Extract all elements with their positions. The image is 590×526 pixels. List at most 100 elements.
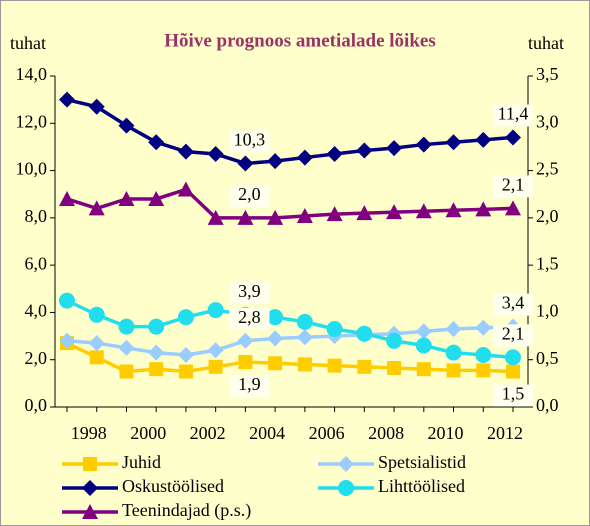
data-point [237,209,254,225]
data-point [415,203,432,219]
data-label: 10,3 [234,130,266,150]
data-point [237,332,254,349]
legend-label: Spetsialistid [378,452,466,472]
x-tick-label: 2006 [309,423,345,443]
data-label-bg [493,324,533,347]
data-point [475,346,492,363]
data-label: 3,9 [238,281,261,301]
legend-marker [82,504,98,519]
data-point [238,355,253,370]
data-point [356,205,373,221]
series-line [66,187,514,220]
data-point [415,323,432,340]
data-point [89,350,104,365]
data-point [445,320,462,337]
data-point [445,344,462,361]
data-point [386,204,403,220]
data-point [386,140,403,157]
data-point [356,325,373,342]
data-point [415,136,432,153]
data-point [326,320,343,337]
data-label: 2,1 [502,323,525,343]
series-line [66,324,514,357]
data-label-bg [229,375,270,398]
data-label-bg [493,384,533,407]
data-point [326,206,343,222]
legend-marker [338,456,354,472]
data-point [327,358,342,373]
x-tick-label: 2002 [190,423,226,443]
data-point [326,146,343,163]
x-tick-label: 2004 [249,423,285,443]
data-label-bg [229,281,270,304]
legend-marker [82,480,98,496]
data-label-bg [493,175,533,198]
data-label: 2,1 [502,175,525,195]
data-point [119,364,134,379]
data-point [149,362,164,377]
data-point [178,364,193,379]
y-tick-label: 8,0 [25,206,48,226]
data-point [357,359,372,374]
legend-label: Juhid [122,452,161,472]
y-tick-label: 10,0 [16,159,48,179]
data-point [415,337,432,354]
legend-label: Teenindajad (p.s.) [122,500,251,521]
data-point [177,309,194,326]
y2-tick-label: 0,5 [536,348,559,368]
data-label: 11,4 [498,104,529,124]
data-point [446,363,461,378]
data-label-bg [493,104,533,127]
y2-tick-label: 1,5 [536,253,559,273]
data-point [445,134,462,151]
data-point [268,356,283,371]
data-point [476,363,491,378]
data-label: 2,0 [238,184,261,204]
data-label: 1,5 [502,384,525,404]
data-point [475,319,492,336]
data-point [475,131,492,148]
x-tick-label: 2010 [428,423,464,443]
data-point [118,190,135,206]
y-tick-label: 14,0 [16,64,48,84]
data-point [148,318,165,335]
data-point [505,129,521,146]
x-tick-label: 1998 [71,423,107,443]
data-point [267,309,284,326]
y-tick-label: 12,0 [16,111,48,131]
chart-title: Hõive prognoos ametialade lõikes [164,30,435,51]
x-tick-label: 2000 [130,423,166,443]
data-point [506,364,520,379]
series-line [66,341,514,374]
y-axis-label: tuhat [10,33,46,53]
data-point [118,318,135,335]
data-point [207,146,224,163]
y-tick-label: 4,0 [25,301,48,321]
data-point [237,155,254,172]
data-point [207,209,224,225]
data-point [296,313,313,330]
y2-tick-label: 2,0 [536,206,559,226]
data-point [296,329,313,346]
data-label: 3,4 [502,293,525,313]
data-point [177,181,194,197]
data-point [177,143,194,160]
legend-marker [83,457,97,471]
y2-tick-label: 2,5 [536,159,559,179]
data-label: 1,9 [238,374,261,394]
x-tick-label: 2012 [487,423,523,443]
data-point [118,339,135,356]
series-line [66,299,514,360]
data-point [267,330,284,347]
data-point [505,349,521,366]
data-point [386,332,403,349]
y-tick-label: 0,0 [25,395,48,415]
data-label-bg [229,130,270,153]
x-tick-label: 2008 [368,423,404,443]
y2-axis-label: tuhat [528,33,564,53]
y2-tick-label: 0,0 [536,395,559,415]
data-label-bg [229,307,270,330]
data-point [296,149,313,166]
